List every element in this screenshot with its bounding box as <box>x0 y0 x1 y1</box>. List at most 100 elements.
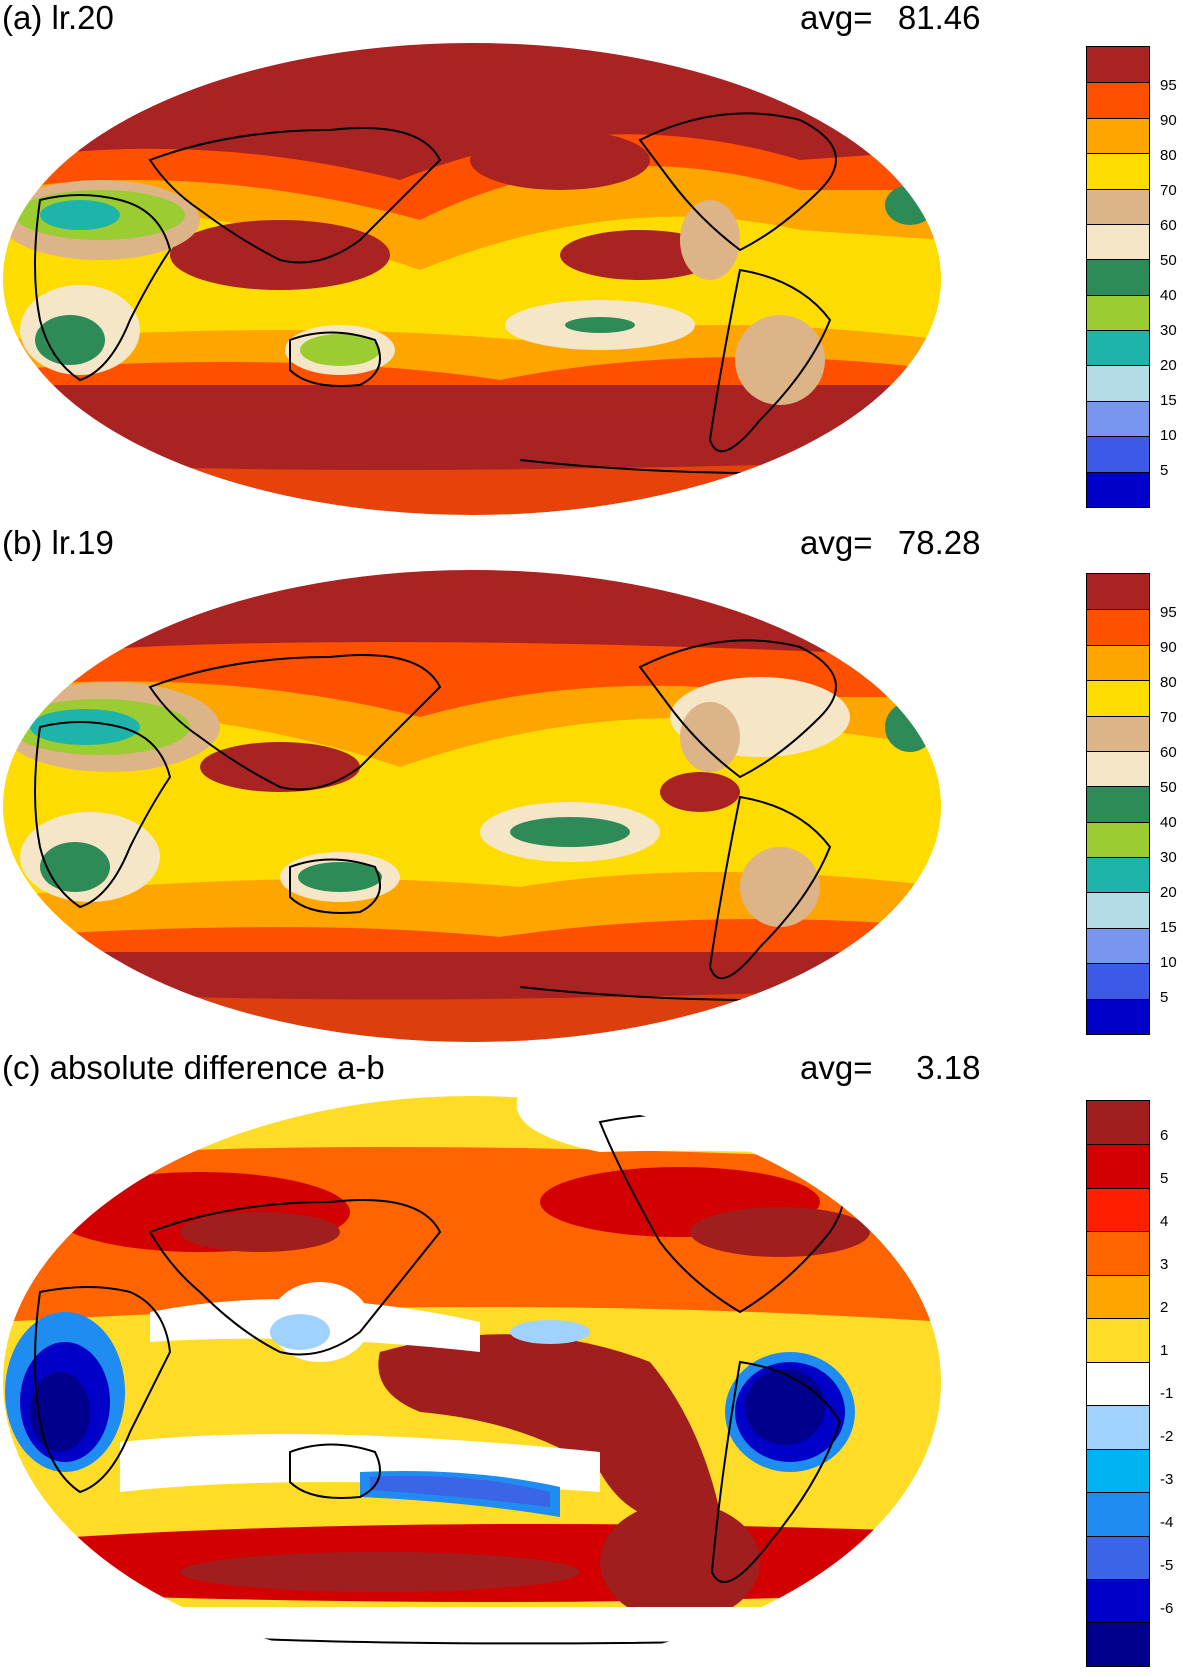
colorbar-segment <box>1087 47 1149 83</box>
colorbar-label: 80 <box>1160 674 1177 691</box>
colorbar-segment <box>1087 259 1149 295</box>
colorbar-label: 30 <box>1160 322 1177 339</box>
colorbar-label: 50 <box>1160 779 1177 796</box>
map-a <box>0 40 945 518</box>
panel-b: (b) lr.19 avg= 78.28 <box>0 525 1183 1050</box>
colorbar-segment <box>1087 1492 1149 1536</box>
colorbar-label: 95 <box>1160 604 1177 621</box>
colorbar-label: 4 <box>1160 1213 1169 1230</box>
colorbar-label: 5 <box>1160 989 1169 1006</box>
colorbar-b-labels: 95 90 80 70 60 50 40 30 20 15 10 5 <box>1160 573 1183 1035</box>
colorbar-segment <box>1087 188 1149 224</box>
colorbar-segment <box>1087 750 1149 787</box>
panel-title: (c) absolute difference a-b <box>2 1049 385 1086</box>
colorbar-label: 40 <box>1160 814 1177 831</box>
panel-title: (b) lr.19 <box>2 524 114 561</box>
colorbar-c-labels: 6 5 4 3 2 1 -1 -2 -3 -4 -5 -6 <box>1160 1100 1183 1667</box>
panel-average: avg= 81.46 <box>800 0 980 36</box>
colorbar-segment <box>1087 1361 1149 1406</box>
colorbar-segments <box>1087 1101 1149 1666</box>
avg-value: 3.18 <box>916 1049 981 1086</box>
colorbar-segment <box>1087 294 1149 330</box>
colorbar-segment <box>1087 1405 1149 1449</box>
colorbar-segment <box>1087 786 1149 822</box>
colorbar-c <box>1086 1100 1150 1667</box>
colorbar-segment <box>1087 1535 1149 1579</box>
colorbar-label: 5 <box>1160 462 1169 479</box>
map-b <box>0 567 945 1045</box>
colorbar-label: 1 <box>1160 1342 1169 1359</box>
colorbar-segment <box>1087 330 1149 366</box>
colorbar-segment <box>1087 1187 1149 1232</box>
colorbar-label: 10 <box>1160 954 1177 971</box>
colorbar-label: 90 <box>1160 112 1177 129</box>
panel-average: avg= 3.18 <box>800 1050 980 1086</box>
colorbar-segment <box>1087 400 1149 437</box>
colorbar-segment <box>1087 1101 1149 1145</box>
colorbar-segment <box>1087 1622 1149 1666</box>
avg-label: avg= <box>800 524 873 561</box>
colorbar-segment <box>1087 715 1149 751</box>
colorbar-segments <box>1087 574 1149 1034</box>
colorbar-label: 60 <box>1160 217 1177 234</box>
colorbar-label: 70 <box>1160 182 1177 199</box>
colorbar-label: -1 <box>1160 1385 1174 1402</box>
avg-label: avg= <box>800 1049 873 1086</box>
colorbar-segment <box>1087 82 1149 118</box>
avg-label: avg= <box>800 0 873 36</box>
colorbar-label: 5 <box>1160 1170 1169 1187</box>
colorbar-label: 20 <box>1160 357 1177 374</box>
colorbar-label: -4 <box>1160 1514 1174 1531</box>
avg-value: 81.46 <box>897 0 981 36</box>
panel-a: (a) lr.20 avg= 81.46 <box>0 0 1183 520</box>
colorbar-segment <box>1087 117 1149 154</box>
colorbar-segment <box>1087 1448 1149 1493</box>
colorbar-label: 20 <box>1160 884 1177 901</box>
colorbar-label: 2 <box>1160 1299 1169 1316</box>
colorbar-segment <box>1087 436 1149 472</box>
colorbar-label: 6 <box>1160 1127 1169 1144</box>
colorbar-label: -6 <box>1160 1600 1174 1617</box>
colorbar-a <box>1086 46 1150 508</box>
colorbar-segment <box>1087 1578 1149 1623</box>
colorbar-label: 90 <box>1160 639 1177 656</box>
colorbar-segment <box>1087 998 1149 1034</box>
colorbar-segment <box>1087 153 1149 189</box>
colorbar-label: 40 <box>1160 287 1177 304</box>
colorbar-label: 95 <box>1160 77 1177 94</box>
colorbar-segment <box>1087 857 1149 893</box>
colorbar-label: -3 <box>1160 1471 1174 1488</box>
panel-title: (a) lr.20 <box>2 0 114 36</box>
colorbar-label: 50 <box>1160 252 1177 269</box>
map-c <box>0 1092 945 1677</box>
colorbar-segment <box>1087 609 1149 645</box>
panel-c: (c) absolute difference a-b avg= 3.18 <box>0 1050 1183 1677</box>
colorbar-segment <box>1087 471 1149 507</box>
colorbar-b <box>1086 573 1150 1035</box>
colorbar-segment <box>1087 821 1149 857</box>
colorbar-segment <box>1087 1231 1149 1275</box>
colorbar-segment <box>1087 574 1149 610</box>
colorbar-segment <box>1087 927 1149 964</box>
colorbar-segment <box>1087 892 1149 928</box>
colorbar-label: -2 <box>1160 1428 1174 1445</box>
colorbar-segment <box>1087 365 1149 401</box>
colorbar-segment <box>1087 1144 1149 1188</box>
colorbar-segments <box>1087 47 1149 507</box>
colorbar-segment <box>1087 1274 1149 1319</box>
colorbar-a-labels: 95 90 80 70 60 50 40 30 20 15 10 5 <box>1160 46 1183 508</box>
colorbar-label: 3 <box>1160 1256 1169 1273</box>
avg-value: 78.28 <box>897 524 981 561</box>
colorbar-label: 30 <box>1160 849 1177 866</box>
colorbar-segment <box>1087 963 1149 999</box>
colorbar-label: 60 <box>1160 744 1177 761</box>
panel-average: avg= 78.28 <box>800 525 980 561</box>
colorbar-label: 80 <box>1160 147 1177 164</box>
colorbar-segment <box>1087 223 1149 260</box>
colorbar-label: 70 <box>1160 709 1177 726</box>
colorbar-segment <box>1087 644 1149 681</box>
colorbar-label: 15 <box>1160 919 1177 936</box>
colorbar-label: 15 <box>1160 392 1177 409</box>
colorbar-label: -5 <box>1160 1557 1174 1574</box>
colorbar-segment <box>1087 1318 1149 1362</box>
